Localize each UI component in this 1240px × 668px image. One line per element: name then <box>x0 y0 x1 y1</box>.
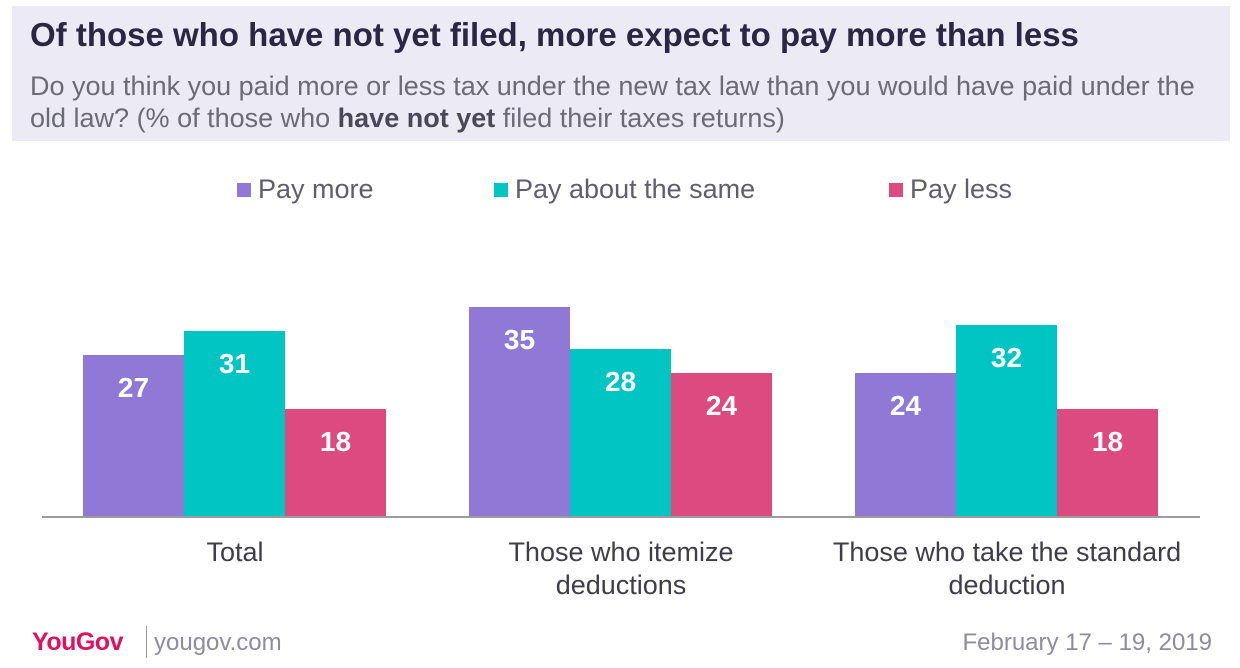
subtitle-text-end: filed their taxes returns) <box>495 103 785 133</box>
subtitle-emphasis: have not yet <box>337 103 496 133</box>
x-tick-label: Those who itemize <box>508 537 733 567</box>
bar-pay-same <box>184 331 285 517</box>
bar-pay-same <box>956 325 1057 517</box>
bar-pay-less <box>1057 409 1158 517</box>
x-tick-label: Total <box>206 537 263 567</box>
footer-divider <box>146 626 147 658</box>
legend-swatch-pay-same <box>494 182 508 197</box>
bar-value-label: 24 <box>706 390 738 421</box>
legend-item-pay-less: Pay less <box>889 174 1012 205</box>
bar-value-label: 28 <box>605 366 636 397</box>
legend-swatch-pay-less <box>889 182 903 197</box>
bar-value-label: 27 <box>118 372 149 403</box>
bar-value-label: 18 <box>1092 426 1123 457</box>
chart-subtitle: Do you think you paid more or less tax u… <box>30 70 1210 134</box>
x-tick-label: Those who take the standard <box>833 537 1181 567</box>
bar-pay-less <box>285 409 386 517</box>
bar-value-label: 35 <box>504 324 535 355</box>
legend-label: Pay more <box>258 174 374 204</box>
bar-value-label: 24 <box>890 390 922 421</box>
legend-item-pay-same: Pay about the same <box>494 174 755 205</box>
bar-pay-more <box>855 373 956 517</box>
chart-legend: Pay more Pay about the same Pay less <box>0 174 1240 208</box>
legend-label: Pay less <box>910 174 1013 204</box>
header-panel <box>12 6 1230 141</box>
legend-label: Pay about the same <box>515 174 756 204</box>
x-tick-label: deduction <box>948 570 1065 600</box>
bar-value-label: 18 <box>320 426 351 457</box>
legend-item-pay-more: Pay more <box>237 174 374 205</box>
x-tick-label: deductions <box>556 570 687 600</box>
subtitle-text: Do you think you paid more or less tax u… <box>30 71 1195 133</box>
bar-pay-less <box>671 373 772 517</box>
legend-swatch-pay-more <box>237 182 251 197</box>
bar-value-label: 32 <box>991 342 1022 373</box>
chart-title: Of those who have not yet filed, more ex… <box>30 16 1079 53</box>
bar-pay-more <box>469 307 570 517</box>
bar-pay-more <box>83 355 184 517</box>
footer-date: February 17 – 19, 2019 <box>962 629 1212 656</box>
bar-pay-same <box>570 349 671 517</box>
yougov-logo: YouGov <box>32 628 123 656</box>
bar-value-label: 31 <box>219 348 250 379</box>
footer-site-link[interactable]: yougov.com <box>154 629 282 656</box>
